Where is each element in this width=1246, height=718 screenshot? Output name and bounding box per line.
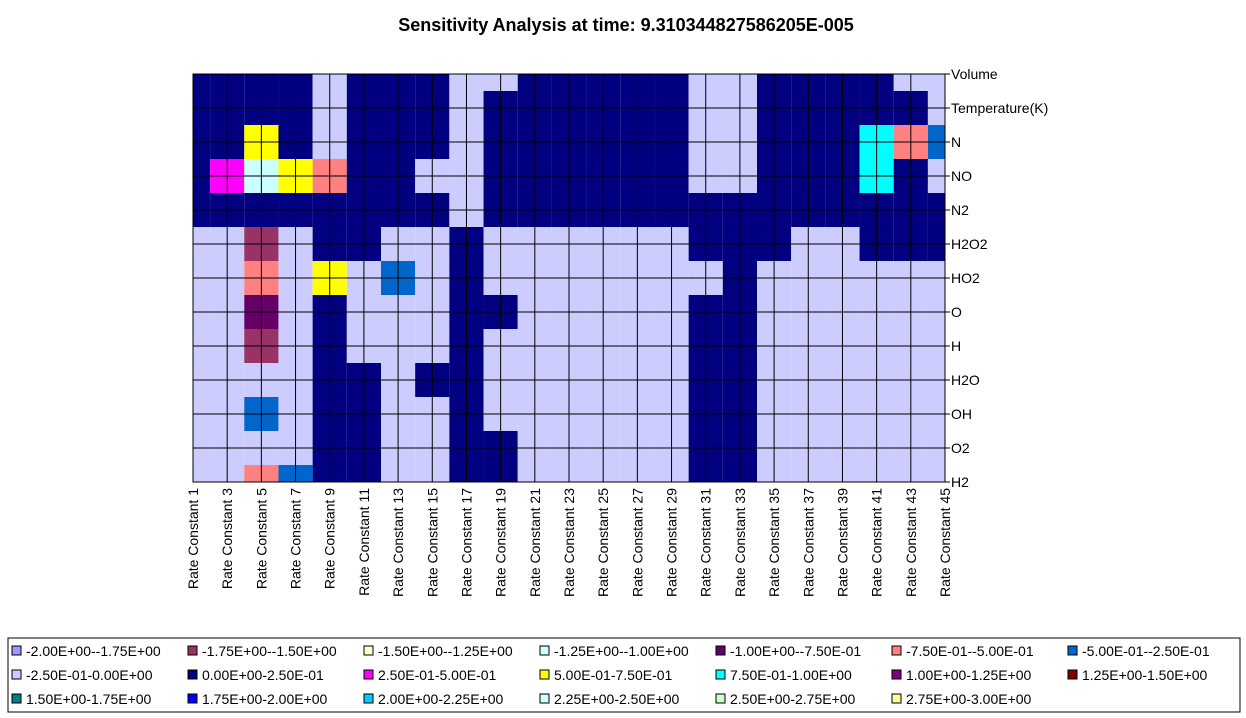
legend-swatch xyxy=(715,645,726,656)
x-tick-label: Rate Constant 39 xyxy=(834,488,850,597)
legend-swatch xyxy=(891,645,902,656)
legend-label: -1.75E+00--1.50E+00 xyxy=(202,643,337,659)
y-tick-label: H xyxy=(951,338,961,354)
y-tick-label: N2 xyxy=(951,202,969,218)
legend-label: 5.00E-01-7.50E-01 xyxy=(554,667,673,683)
legend-label: 2.50E+00-2.75E+00 xyxy=(730,691,856,707)
y-tick-label: Temperature(K) xyxy=(951,100,1048,116)
legend-swatch xyxy=(11,693,22,704)
x-tick-label: Rate Constant 25 xyxy=(595,488,611,597)
contour-cell xyxy=(193,74,211,91)
y-tick-label: N xyxy=(951,134,961,150)
y-tick-label: H2O2 xyxy=(951,236,988,252)
x-tick-label: Rate Constant 19 xyxy=(493,488,509,597)
x-tick-label: Rate Constant 13 xyxy=(390,488,406,597)
legend-label: 0.00E+00-2.50E-01 xyxy=(202,667,324,683)
y-tick-label: H2O xyxy=(951,372,980,388)
x-tick-label: Rate Constant 43 xyxy=(903,488,919,597)
x-tick-label: Rate Constant 29 xyxy=(664,488,680,597)
legend-label: -1.25E+00--1.00E+00 xyxy=(554,643,689,659)
legend-label: 2.00E+00-2.25E+00 xyxy=(378,691,504,707)
chart-title: Sensitivity Analysis at time: 9.31034482… xyxy=(398,15,854,35)
legend-swatch xyxy=(187,669,198,680)
y-tick-label: O2 xyxy=(951,440,970,456)
contour-cell xyxy=(927,74,945,91)
legend-swatch xyxy=(891,669,902,680)
legend-label: -5.00E-01--2.50E-01 xyxy=(1082,643,1210,659)
x-tick-label: Rate Constant 27 xyxy=(629,488,645,597)
legend-label: 1.50E+00-1.75E+00 xyxy=(26,691,152,707)
legend-swatch xyxy=(187,645,198,656)
legend-swatch xyxy=(363,645,374,656)
x-tick-label: Rate Constant 11 xyxy=(356,488,372,596)
contour-cell xyxy=(927,465,945,482)
legend-swatch xyxy=(891,693,902,704)
legend-label: -2.00E+00--1.75E+00 xyxy=(26,643,161,659)
x-tick-label: Rate Constant 3 xyxy=(219,488,235,589)
legend-label: 2.25E+00-2.50E+00 xyxy=(554,691,680,707)
x-tick-label: Rate Constant 37 xyxy=(800,488,816,597)
grid xyxy=(192,73,950,483)
y-tick-label: H2 xyxy=(951,474,969,490)
legend-swatch xyxy=(539,669,550,680)
y-tick-label: Volume xyxy=(951,66,998,82)
legend-swatch xyxy=(363,669,374,680)
axis-labels: Rate Constant 1 Rate Constant 3 Rate Const… xyxy=(185,66,1048,597)
legend-swatch xyxy=(715,669,726,680)
x-tick-label: Rate Constant 15 xyxy=(424,488,440,597)
x-tick-label: Rate Constant 21 xyxy=(527,488,543,597)
y-tick-label: OH xyxy=(951,406,972,422)
x-tick-label: Rate Constant 41 xyxy=(869,488,885,597)
legend-label: -7.50E-01--5.00E-01 xyxy=(906,643,1034,659)
legend-label: 2.75E+00-3.00E+00 xyxy=(906,691,1032,707)
legend-label: 1.25E+00-1.50E+00 xyxy=(1082,667,1208,683)
legend-label: 7.50E-01-1.00E+00 xyxy=(730,667,852,683)
y-tick-label: NO xyxy=(951,168,972,184)
x-tick-label: Rate Constant 35 xyxy=(766,488,782,597)
x-tick-label: Rate Constant 9 xyxy=(322,488,338,589)
legend-label: 1.75E+00-2.00E+00 xyxy=(202,691,328,707)
legend-label: 2.50E-01-5.00E-01 xyxy=(378,667,497,683)
legend-swatch xyxy=(1067,669,1078,680)
contour-cell xyxy=(193,465,211,482)
legend-label: 1.00E+00-1.25E+00 xyxy=(906,667,1032,683)
x-tick-label: Rate Constant 33 xyxy=(732,488,748,597)
y-tick-label: O xyxy=(951,304,962,320)
x-tick-label: Rate Constant 7 xyxy=(288,488,304,589)
legend-label: -1.50E+00--1.25E+00 xyxy=(378,643,513,659)
y-tick-label: HO2 xyxy=(951,270,980,286)
legend-swatch xyxy=(187,693,198,704)
legend: -2.00E+00--1.75E+00 -1.75E+00--1.50E+00 -1… xyxy=(11,643,1210,707)
legend-swatch xyxy=(11,669,22,680)
legend-swatch xyxy=(539,645,550,656)
legend-swatch xyxy=(11,645,22,656)
x-tick-label: Rate Constant 31 xyxy=(698,488,714,597)
legend-label: -1.00E+00--7.50E-01 xyxy=(730,643,861,659)
legend-swatch xyxy=(363,693,374,704)
legend-box xyxy=(7,637,1241,713)
legend-swatch xyxy=(715,693,726,704)
x-tick-label: Rate Constant 23 xyxy=(561,488,577,597)
legend-swatch xyxy=(539,693,550,704)
x-tick-label: Rate Constant 1 xyxy=(185,488,201,589)
x-tick-label: Rate Constant 5 xyxy=(253,488,269,589)
x-tick-label: Rate Constant 17 xyxy=(458,488,474,597)
x-tick-label: Rate Constant 45 xyxy=(937,488,953,597)
legend-label: -2.50E-01-0.00E+00 xyxy=(26,667,153,683)
legend-swatch xyxy=(1067,645,1078,656)
plot-border xyxy=(192,73,946,483)
